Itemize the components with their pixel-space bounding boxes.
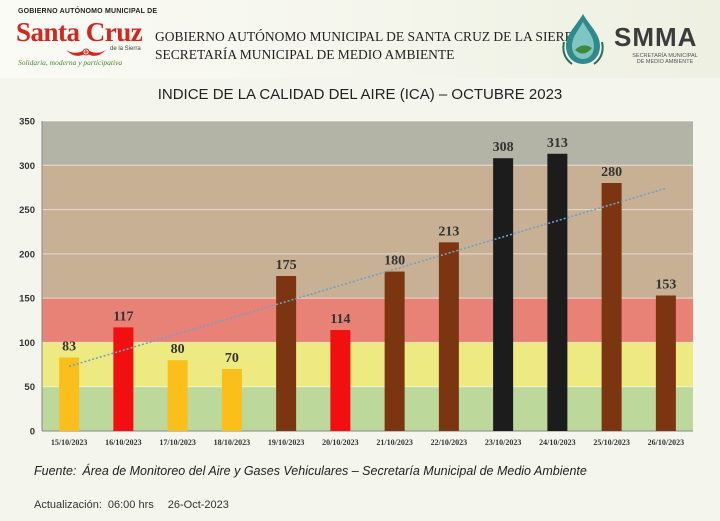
header-line-1: GOBIERNO AUTÓNOMO MUNICIPAL DE SANTA CRU…: [155, 29, 584, 44]
header-banner: GOBIERNO AUTÓNOMO MUNICIPAL DE Santa Cru…: [0, 0, 720, 78]
y-tick-label-0: 0: [30, 427, 35, 438]
data-label-9: 313: [547, 136, 568, 151]
smma-logo: SMMA SECRETARÍA MUNICIPAL DE MEDIO AMBIE…: [560, 12, 710, 68]
data-label-7: 213: [438, 224, 459, 239]
bar-18/10/2023: [221, 369, 242, 431]
header-line-2: SECRETARÍA MUNICIPAL DE MEDIO AMBIENTE: [155, 47, 455, 62]
data-label-10: 280: [601, 165, 622, 180]
data-label-8: 308: [493, 140, 514, 155]
aqi-band-1: [42, 342, 693, 387]
aqi-band-0: [42, 386, 693, 431]
bar-20/10/2023: [330, 330, 351, 431]
bar-24/10/2023: [547, 153, 568, 431]
data-label-11: 153: [655, 277, 676, 292]
bar-25/10/2023: [601, 183, 622, 431]
smma-subtitle: SECRETARÍA MUNICIPAL DE MEDIO AMBIENTE: [630, 53, 700, 65]
x-tick-label-5: 20/10/2023: [322, 438, 358, 447]
x-tick-label-10: 25/10/2023: [593, 438, 629, 447]
wing-emblem-icon: [66, 48, 106, 56]
update-label: Actualización:: [34, 499, 102, 511]
data-label-6: 180: [384, 254, 405, 269]
y-tick-label-2: 100: [19, 338, 35, 349]
y-tick-label-5: 250: [19, 205, 35, 216]
y-tick-label-6: 300: [19, 161, 35, 172]
update-date: 26-Oct-2023: [167, 499, 229, 511]
aqi-band-4: [42, 121, 693, 166]
y-tick-label-3: 150: [19, 294, 35, 305]
aqi-bar-chart: 0 50 100 150 200 250 300 350 83 15/10/2023 117 16/1…: [19, 117, 693, 447]
source-label: Fuente:: [34, 464, 77, 478]
y-tick-label-1: 50: [24, 382, 35, 393]
bar-22/10/2023: [438, 242, 459, 431]
aqi-band-2: [42, 298, 693, 343]
bar-21/10/2023: [384, 271, 405, 431]
source-note: Fuente: Área de Monitoreo del Aire y Gase…: [34, 464, 587, 478]
update-note: Actualización: 06:00 hrs 26-Oct-2023: [34, 499, 229, 511]
x-tick-label-11: 26/10/2023: [648, 438, 684, 447]
logo-main-text: Santa Cruz: [16, 17, 143, 47]
header-title: GOBIERNO AUTÓNOMO MUNICIPAL DE SANTA CRU…: [155, 28, 584, 64]
x-tick-label-6: 21/10/2023: [376, 438, 412, 447]
x-tick-label-8: 23/10/2023: [485, 438, 521, 447]
y-tick-label-4: 200: [19, 249, 35, 260]
bar-19/10/2023: [276, 276, 297, 431]
source-text: Área de Monitoreo del Aire y Gases Vehic…: [82, 464, 587, 478]
y-tick-label-7: 350: [19, 117, 35, 128]
bar-17/10/2023: [167, 360, 188, 431]
logo-slogan: Solidaria, moderna y participativa: [18, 58, 123, 67]
data-label-3: 70: [225, 351, 239, 366]
smma-wordmark: SMMA: [614, 22, 698, 52]
water-drop-leaf-icon: [562, 14, 604, 65]
logo-top-text: GOBIERNO AUTÓNOMO MUNICIPAL DE: [18, 8, 158, 15]
data-label-0: 83: [62, 339, 76, 354]
data-label-2: 80: [171, 342, 185, 357]
x-tick-label-9: 24/10/2023: [539, 438, 575, 447]
x-tick-label-1: 16/10/2023: [105, 438, 141, 447]
x-tick-label-7: 22/10/2023: [431, 438, 467, 447]
chart-title: INDICE DE LA CALIDAD DEL AIRE (ICA) – OC…: [157, 86, 563, 103]
smma-sub-line-1: SECRETARÍA MUNICIPAL: [632, 53, 698, 59]
data-label-4: 175: [276, 258, 297, 273]
aqi-band-3: [42, 165, 693, 299]
bar-23/10/2023: [493, 158, 514, 431]
x-tick-label-2: 17/10/2023: [159, 438, 195, 447]
x-tick-label-3: 18/10/2023: [214, 438, 250, 447]
smma-sub-line-2: DE MEDIO AMBIENTE: [636, 59, 694, 65]
x-tick-label-4: 19/10/2023: [268, 438, 304, 447]
data-label-1: 117: [113, 309, 133, 324]
x-tick-label-0: 15/10/2023: [51, 438, 87, 447]
logo-sub-text: de la Sierra: [110, 46, 141, 52]
bar-16/10/2023: [113, 327, 134, 431]
bar-26/10/2023: [655, 295, 676, 431]
municipal-logo: GOBIERNO AUTÓNOMO MUNICIPAL DE Santa Cru…: [14, 8, 157, 70]
update-time: 06:00 hrs: [107, 499, 154, 511]
data-label-5: 114: [330, 312, 350, 327]
bar-15/10/2023: [59, 357, 80, 431]
